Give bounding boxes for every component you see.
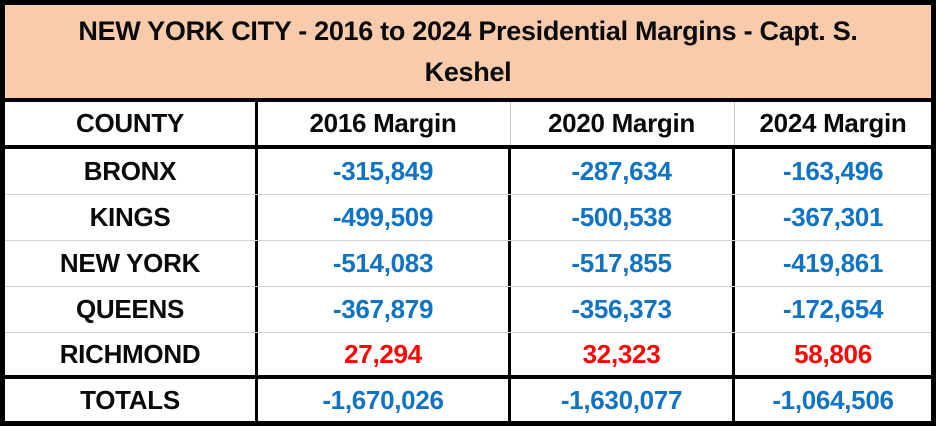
margin-2016-cell: -514,083 <box>258 241 511 286</box>
table-title-bar: NEW YORK CITY - 2016 to 2024 Presidentia… <box>5 5 931 102</box>
margin-2020-cell: -517,855 <box>511 241 735 286</box>
margin-2016-cell: -367,879 <box>258 287 511 332</box>
table-row: KINGS -499,509 -500,538 -367,301 <box>5 195 931 241</box>
page-title: NEW YORK CITY - 2016 to 2024 Presidentia… <box>78 15 858 87</box>
column-header-2024-margin: 2024 Margin <box>759 108 907 138</box>
margin-2024-cell: -172,654 <box>782 294 884 324</box>
margin-2020-cell: -287,634 <box>511 149 735 194</box>
column-header-2016-margin: 2016 Margin <box>258 102 511 145</box>
table-row: QUEENS -367,879 -356,373 -172,654 <box>5 287 931 333</box>
totals-label: TOTALS <box>5 379 258 421</box>
column-header-2020-margin: 2020 Margin <box>511 102 735 145</box>
totals-2020-cell: -1,630,077 <box>511 379 735 421</box>
totals-2024-cell: -1,064,506 <box>772 384 894 415</box>
margin-2020-cell: -356,373 <box>511 287 735 332</box>
margin-2016-cell: -315,849 <box>258 149 511 194</box>
county-cell: QUEENS <box>5 287 258 332</box>
county-cell: NEW YORK <box>5 241 258 286</box>
column-header-county: COUNTY <box>5 102 258 145</box>
totals-2016-cell: -1,670,026 <box>258 379 511 421</box>
margin-2024-cell: -163,496 <box>782 156 884 186</box>
margin-2016-cell: 27,294 <box>258 333 511 375</box>
margin-2020-cell: -500,538 <box>511 195 735 240</box>
margin-2024-cell: -419,861 <box>782 248 884 278</box>
totals-row: TOTALS -1,670,026 -1,630,077 -1,064,506 <box>5 379 931 421</box>
table-row: NEW YORK -514,083 -517,855 -419,861 <box>5 241 931 287</box>
county-cell: RICHMOND <box>5 333 258 375</box>
margin-2024-cell: 58,806 <box>794 338 872 369</box>
margin-2020-cell: 32,323 <box>511 333 735 375</box>
county-cell: BRONX <box>5 149 258 194</box>
margin-2016-cell: -499,509 <box>258 195 511 240</box>
table-row: RICHMOND 27,294 32,323 58,806 <box>5 333 931 379</box>
county-cell: KINGS <box>5 195 258 240</box>
table-header-row: COUNTY 2016 Margin 2020 Margin 2024 Marg… <box>5 102 931 149</box>
margin-2024-cell: -367,301 <box>782 202 884 232</box>
table-row: BRONX -315,849 -287,634 -163,496 <box>5 149 931 195</box>
